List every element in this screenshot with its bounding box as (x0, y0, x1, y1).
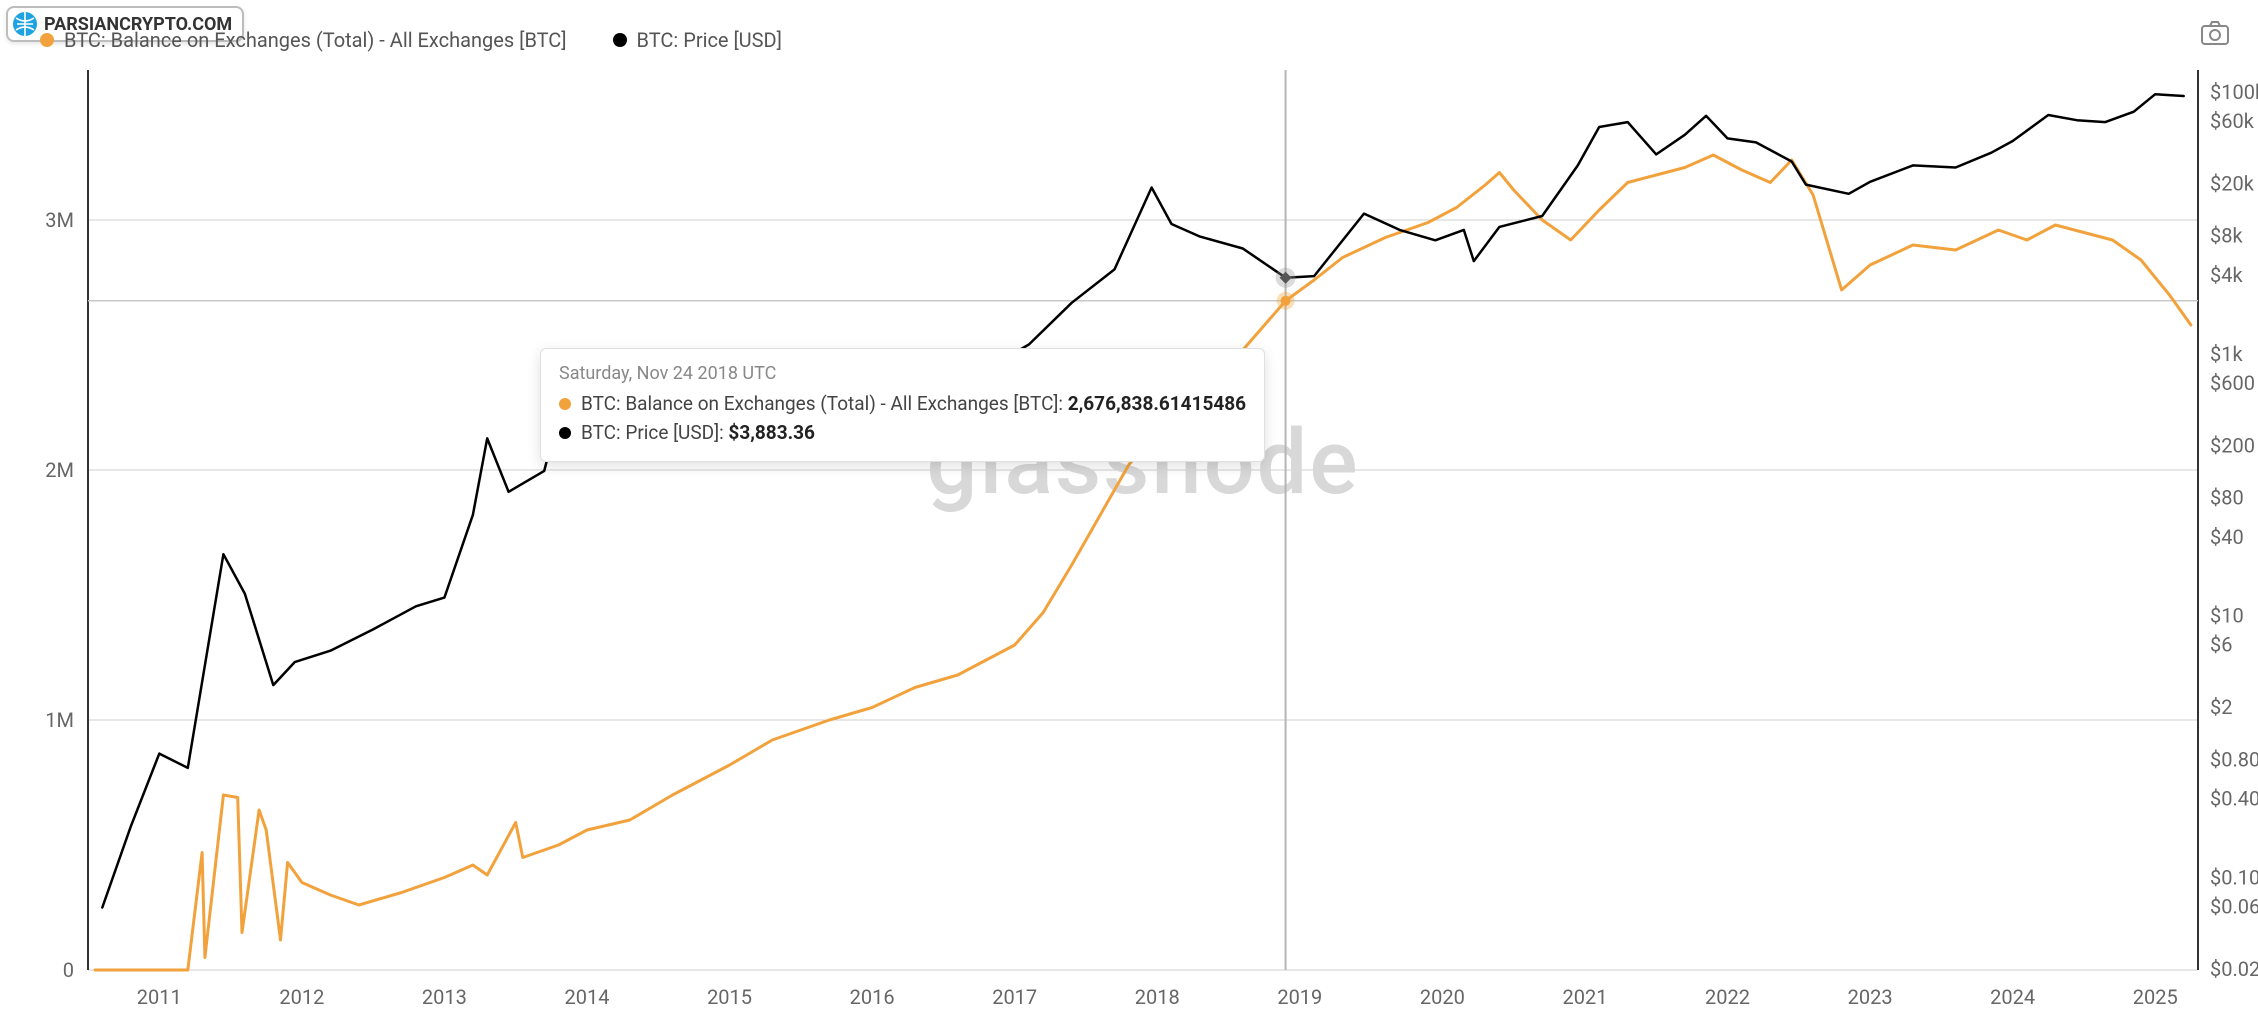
tooltip-row-balance: BTC: Balance on Exchanges (Total) - All … (559, 390, 1246, 419)
svg-text:$4k: $4k (2210, 263, 2243, 287)
svg-text:2019: 2019 (1277, 985, 1322, 1009)
svg-text:$10: $10 (2210, 604, 2244, 628)
svg-text:$0.80: $0.80 (2210, 747, 2258, 771)
svg-text:0: 0 (63, 958, 74, 982)
tooltip-dot-orange (559, 398, 571, 410)
svg-text:2011: 2011 (137, 985, 182, 1009)
svg-text:2023: 2023 (1848, 985, 1893, 1009)
svg-text:3M: 3M (45, 208, 74, 232)
svg-text:2016: 2016 (850, 985, 895, 1009)
tooltip-date: Saturday, Nov 24 2018 UTC (559, 363, 1246, 384)
svg-text:$8k: $8k (2210, 224, 2243, 248)
svg-text:2021: 2021 (1562, 985, 1607, 1009)
svg-text:1M: 1M (45, 708, 74, 732)
tooltip-dot-black (559, 427, 571, 439)
svg-text:2017: 2017 (992, 985, 1037, 1009)
svg-text:$100k: $100k (2210, 80, 2258, 104)
svg-text:$200: $200 (2210, 433, 2255, 457)
legend-item-balance[interactable]: BTC: Balance on Exchanges (Total) - All … (40, 28, 567, 52)
hover-tooltip: Saturday, Nov 24 2018 UTC BTC: Balance o… (540, 348, 1265, 462)
svg-text:$40: $40 (2210, 525, 2244, 549)
svg-text:$20k: $20k (2210, 172, 2255, 196)
svg-text:$0.06: $0.06 (2210, 895, 2258, 919)
svg-text:$0.02: $0.02 (2210, 957, 2258, 981)
svg-text:2M: 2M (45, 458, 74, 482)
legend-label-price: BTC: Price [USD] (637, 28, 782, 52)
legend-label-balance: BTC: Balance on Exchanges (Total) - All … (64, 28, 567, 52)
svg-text:2022: 2022 (1705, 985, 1750, 1009)
globe-icon (12, 11, 38, 37)
svg-text:$1k: $1k (2210, 342, 2243, 366)
svg-text:$0.40: $0.40 (2210, 787, 2258, 811)
svg-text:$80: $80 (2210, 485, 2244, 509)
legend-dot-orange (40, 33, 54, 47)
svg-text:2014: 2014 (565, 985, 610, 1009)
svg-text:2015: 2015 (707, 985, 752, 1009)
svg-text:$600: $600 (2210, 371, 2255, 395)
svg-text:2025: 2025 (2133, 985, 2178, 1009)
chart-screenshot: PARSIANCRYPTO.COM BTC: Balance on Exchan… (0, 0, 2258, 1034)
legend-item-price[interactable]: BTC: Price [USD] (613, 28, 782, 52)
camera-icon[interactable] (2200, 20, 2230, 46)
svg-text:2018: 2018 (1135, 985, 1180, 1009)
chart-svg: 0 1M 2M 3M $0.02 $0.06 $0.10 $0.40 $0.80 $2 $6 $10 $… (0, 60, 2258, 1034)
svg-text:$6: $6 (2210, 633, 2232, 657)
svg-text:$2: $2 (2210, 695, 2232, 719)
svg-text:2024: 2024 (1990, 985, 2035, 1009)
chart-area[interactable]: 0 1M 2M 3M $0.02 $0.06 $0.10 $0.40 $0.80 $2 $6 $10 $… (0, 60, 2258, 1034)
svg-text:2012: 2012 (279, 985, 324, 1009)
svg-text:2013: 2013 (422, 985, 467, 1009)
legend-dot-black (613, 33, 627, 47)
svg-text:$0.10: $0.10 (2210, 865, 2258, 889)
svg-text:2020: 2020 (1420, 985, 1465, 1009)
tooltip-row-price: BTC: Price [USD]: $3,883.36 (559, 419, 1246, 448)
chart-legend: BTC: Balance on Exchanges (Total) - All … (40, 28, 782, 52)
svg-text:$60k: $60k (2210, 109, 2255, 133)
